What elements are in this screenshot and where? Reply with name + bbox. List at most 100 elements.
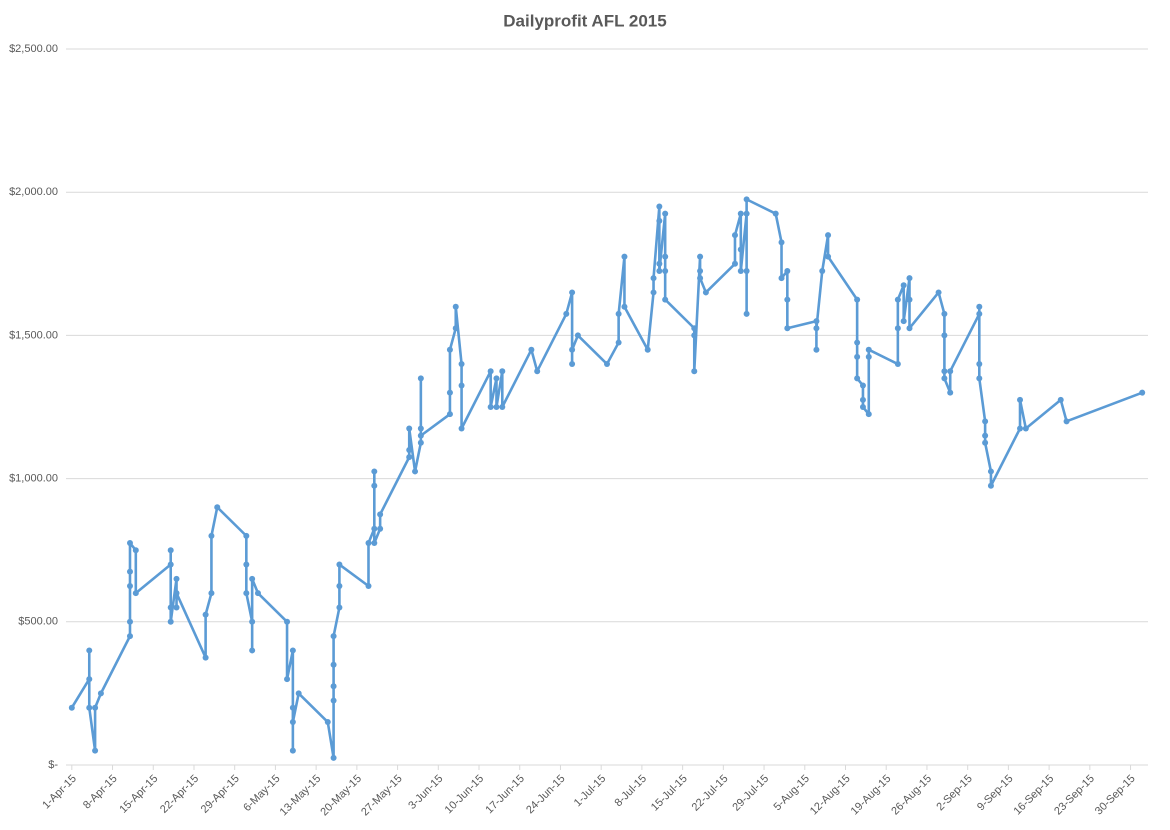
data-point [167, 547, 174, 554]
data-point [371, 525, 378, 532]
data-point [656, 260, 663, 267]
data-point [656, 203, 663, 210]
data-point [941, 310, 948, 317]
data-point [249, 618, 256, 625]
data-point [86, 647, 93, 654]
data-point [284, 676, 291, 683]
data-point [778, 275, 785, 282]
data-point [865, 411, 872, 418]
data-point [935, 289, 942, 296]
data-point [976, 375, 983, 382]
data-point [941, 332, 948, 339]
data-point [947, 389, 954, 396]
data-point [243, 590, 250, 597]
data-point [1139, 389, 1146, 396]
data-point [534, 368, 541, 375]
data-point [68, 704, 75, 711]
data-point [947, 368, 954, 375]
data-point [214, 504, 221, 511]
data-point [406, 454, 413, 461]
data-point [97, 690, 104, 697]
data-point [621, 253, 628, 260]
data-point [859, 396, 866, 403]
data-point [289, 704, 296, 711]
data-point [662, 253, 669, 260]
data-point [697, 267, 704, 274]
data-point [615, 339, 622, 346]
data-point [132, 547, 139, 554]
data-point [778, 239, 785, 246]
data-point [813, 318, 820, 325]
data-point [662, 210, 669, 217]
data-point [499, 368, 506, 375]
data-point [697, 253, 704, 260]
data-point [987, 468, 994, 475]
data-point [650, 275, 657, 282]
data-point [284, 618, 291, 625]
data-point [574, 332, 581, 339]
data-point [1017, 425, 1024, 432]
data-point [691, 325, 698, 332]
data-point [650, 289, 657, 296]
data-point [446, 346, 453, 353]
y-tick-label: $1,000.00 [9, 473, 58, 485]
y-tick-label: $2,000.00 [9, 186, 58, 198]
data-point [737, 246, 744, 253]
data-point [446, 389, 453, 396]
data-point [941, 368, 948, 375]
data-point [330, 683, 337, 690]
y-tick-label: $2,500.00 [9, 43, 58, 55]
data-point [854, 296, 861, 303]
y-tick-label: $1,500.00 [9, 329, 58, 341]
data-point [336, 561, 343, 568]
data-point [563, 310, 570, 317]
data-point [371, 540, 378, 547]
data-point [336, 583, 343, 589]
data-point [737, 267, 744, 274]
data-point [784, 267, 791, 274]
data-point [487, 368, 494, 375]
data-point [569, 361, 576, 368]
data-line [70, 198, 1143, 760]
data-point [941, 375, 948, 382]
data-point [208, 532, 215, 539]
data-point [976, 303, 983, 310]
data-point [854, 353, 861, 360]
data-point [813, 346, 820, 353]
data-point [417, 439, 424, 446]
data-point [865, 353, 872, 360]
data-point [604, 361, 610, 368]
data-point [982, 432, 989, 439]
data-point [243, 561, 250, 568]
data-point [493, 375, 500, 382]
data-point [289, 719, 296, 726]
data-point [1063, 418, 1070, 425]
data-point [656, 217, 663, 224]
data-point [126, 540, 133, 547]
data-point [894, 361, 901, 368]
data-point [859, 404, 866, 410]
data-point [86, 704, 93, 711]
data-point [859, 382, 866, 389]
data-point [92, 704, 99, 711]
data-point [365, 540, 372, 547]
data-point [743, 210, 750, 217]
data-point [126, 633, 133, 640]
data-point [702, 289, 709, 296]
data-point [784, 325, 791, 332]
data-point [377, 525, 384, 532]
data-point [772, 210, 779, 217]
data-point [819, 267, 826, 274]
data-point [324, 719, 331, 726]
data-point [202, 611, 209, 618]
data-point [86, 676, 93, 683]
data-point [987, 482, 994, 489]
data-point [1057, 396, 1064, 403]
data-point [731, 260, 738, 267]
data-point [249, 647, 256, 654]
data-point [295, 690, 302, 697]
data-point [254, 590, 261, 597]
data-point [894, 296, 901, 303]
data-point [330, 697, 337, 704]
